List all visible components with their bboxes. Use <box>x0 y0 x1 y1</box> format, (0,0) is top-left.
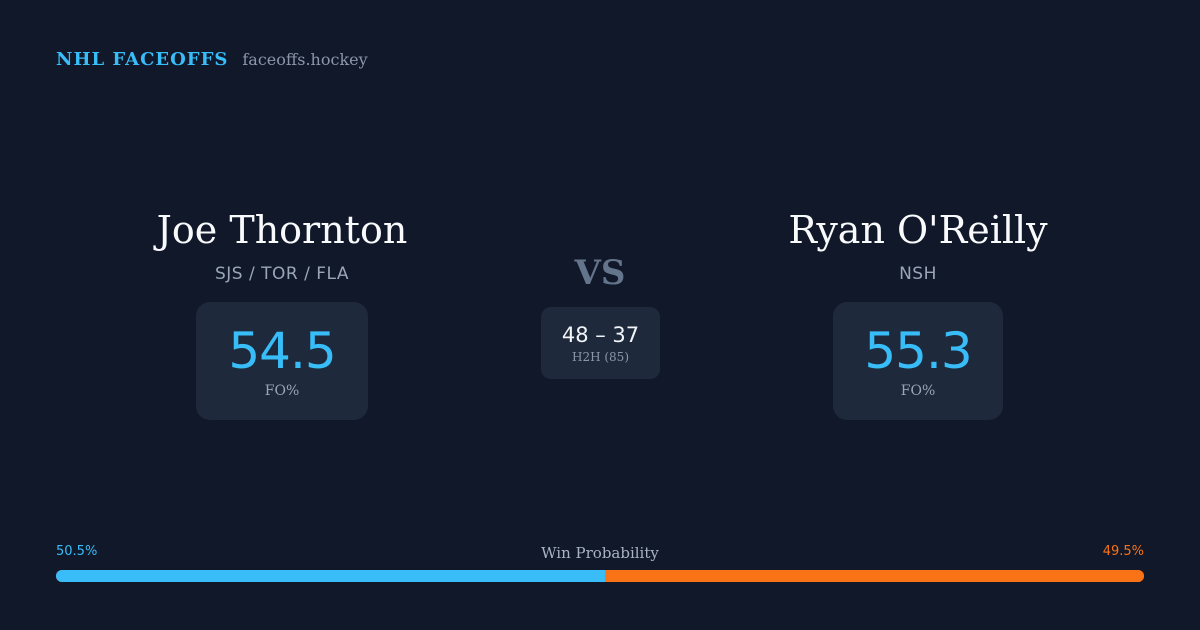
player-right-teams: NSH <box>899 264 937 284</box>
win-probability-left-pct: 50.5% <box>56 544 98 559</box>
player-right-fo-label: FO% <box>900 383 936 399</box>
player-right-name: Ryan O'Reilly <box>788 208 1048 252</box>
win-probability-labels: 50.5% Win Probability 49.5% <box>56 544 1144 562</box>
win-probability-title: Win Probability <box>541 544 659 562</box>
head-to-head-card: 48 – 37 H2H (85) <box>541 307 660 379</box>
brand-name: NHL FACEOFFS <box>56 49 229 70</box>
vs-label: VS <box>574 253 626 293</box>
brand-url: faceoffs.hockey <box>242 50 368 69</box>
player-left-teams: SJS / TOR / FLA <box>214 264 349 284</box>
win-probability-bar-left <box>56 570 606 582</box>
win-probability-bar <box>56 570 1144 582</box>
win-probability-right-pct: 49.5% <box>1102 544 1144 559</box>
player-left-stat-card: 54.5 FO% <box>196 302 368 420</box>
player-left-fo-label: FO% <box>264 383 300 399</box>
player-left-name: Joe Thornton <box>156 208 408 252</box>
player-right: Ryan O'Reilly NSH 55.3 FO% <box>698 205 1138 420</box>
head-to-head-label: H2H (85) <box>571 350 629 364</box>
brand-header: NHL FACEOFFS faceoffs.hockey <box>56 49 368 70</box>
player-left: Joe Thornton SJS / TOR / FLA 54.5 FO% <box>62 205 502 420</box>
head-to-head-score: 48 – 37 <box>561 323 640 347</box>
player-right-fo-value: 55.3 <box>864 322 972 380</box>
player-left-fo-value: 54.5 <box>228 322 336 380</box>
win-probability-bar-right <box>605 570 1144 582</box>
player-right-stat-card: 55.3 FO% <box>833 302 1003 420</box>
